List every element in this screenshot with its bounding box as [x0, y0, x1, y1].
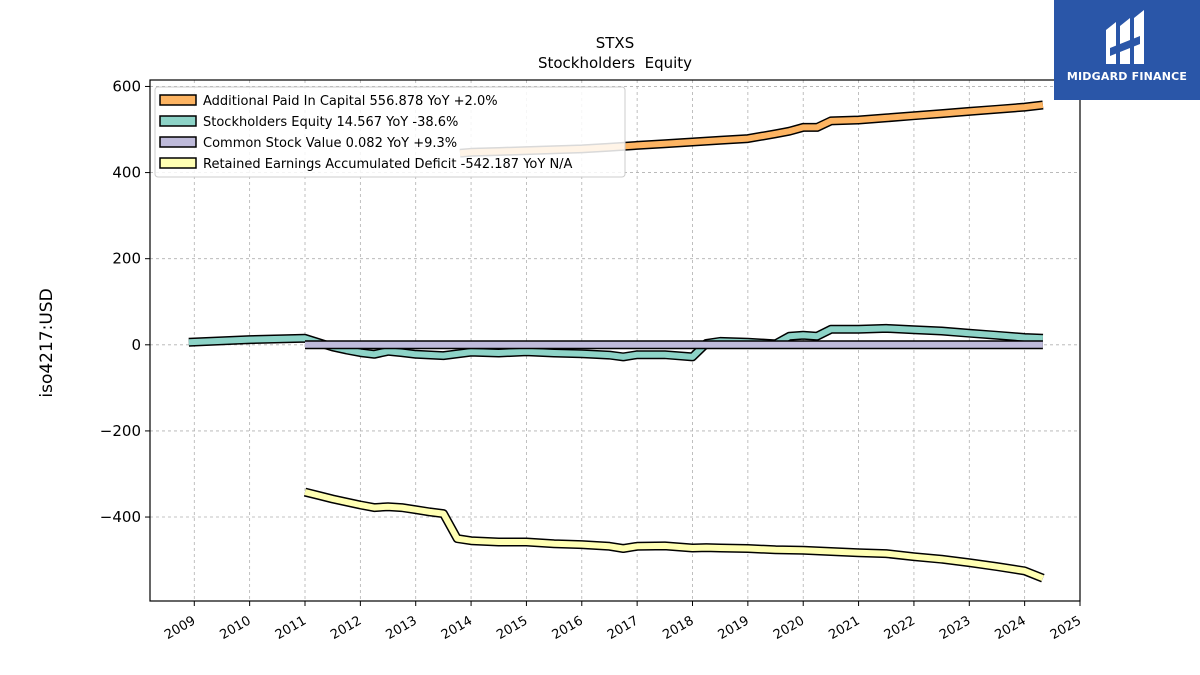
legend-item: Additional Paid In Capital 556.878 YoY +…: [159, 94, 498, 109]
y-tick-label: −400: [100, 508, 141, 526]
x-tick-label: 2010: [217, 613, 253, 643]
x-tick-label: 2012: [328, 613, 364, 643]
y-axis-label: iso4217:USD: [37, 288, 57, 397]
legend-label: Common Stock Value 0.082 YoY +9.3%: [203, 136, 457, 151]
y-tick-label: 0: [131, 336, 141, 354]
legend-swatch: [159, 157, 197, 169]
legend-box: [154, 86, 626, 178]
brand-logo: MIDGARD FINANCE: [1054, 0, 1200, 100]
y-tick-label: 600: [112, 77, 141, 95]
x-tick-label: 2013: [384, 613, 420, 643]
x-tick-label: 2021: [826, 613, 862, 643]
x-tick-label: 2015: [494, 613, 530, 643]
legend-label: Retained Earnings Accumulated Deficit -5…: [203, 157, 573, 172]
midgard-logo-icon: [1106, 10, 1144, 64]
legend-swatch: [159, 115, 197, 127]
brand-name: MIDGARD FINANCE: [1066, 70, 1188, 83]
series-line-outline: [303, 487, 1045, 583]
x-tick-label: 2009: [162, 613, 198, 643]
legend-item: Common Stock Value 0.082 YoY +9.3%: [159, 136, 457, 151]
x-tick-label: 2016: [550, 613, 586, 643]
legend-item: Retained Earnings Accumulated Deficit -5…: [159, 157, 573, 172]
x-tick-label: 2011: [273, 613, 309, 643]
series-line: [304, 489, 1045, 581]
y-tick-label: 400: [112, 164, 141, 182]
legend-item: Stockholders Equity 14.567 YoY -38.6%: [159, 115, 458, 130]
legend-swatch: [159, 136, 197, 148]
x-tick-label: 2023: [937, 613, 973, 643]
plot-frame: [149, 79, 1081, 602]
legend-label: Stockholders Equity 14.567 YoY -38.6%: [203, 115, 458, 130]
chart-subtitle: Stockholders Equity: [538, 54, 692, 72]
x-tick-label: 2025: [1048, 613, 1084, 643]
series-retained-earnings-accumulated-deficit: [303, 487, 1045, 583]
x-tick-label: 2020: [771, 613, 807, 643]
legend: Additional Paid In Capital 556.878 YoY +…: [154, 86, 626, 178]
legend-swatch: [159, 94, 197, 106]
chart-title: STXS: [596, 34, 634, 52]
series-line: [188, 325, 1044, 360]
x-tick-label: 2022: [882, 613, 918, 643]
x-tick-label: 2024: [992, 613, 1028, 643]
x-tick-label: 2018: [660, 613, 696, 643]
series-stockholders-equity: [188, 323, 1044, 362]
legend-label: Additional Paid In Capital 556.878 YoY +…: [203, 94, 498, 109]
x-tick-label: 2019: [716, 613, 752, 643]
series-layer: [188, 100, 1045, 583]
y-tick-label: 200: [112, 250, 141, 268]
x-tick-label: 2014: [439, 613, 475, 643]
x-tick-label: 2017: [605, 613, 641, 643]
y-tick-label: −200: [100, 422, 141, 440]
